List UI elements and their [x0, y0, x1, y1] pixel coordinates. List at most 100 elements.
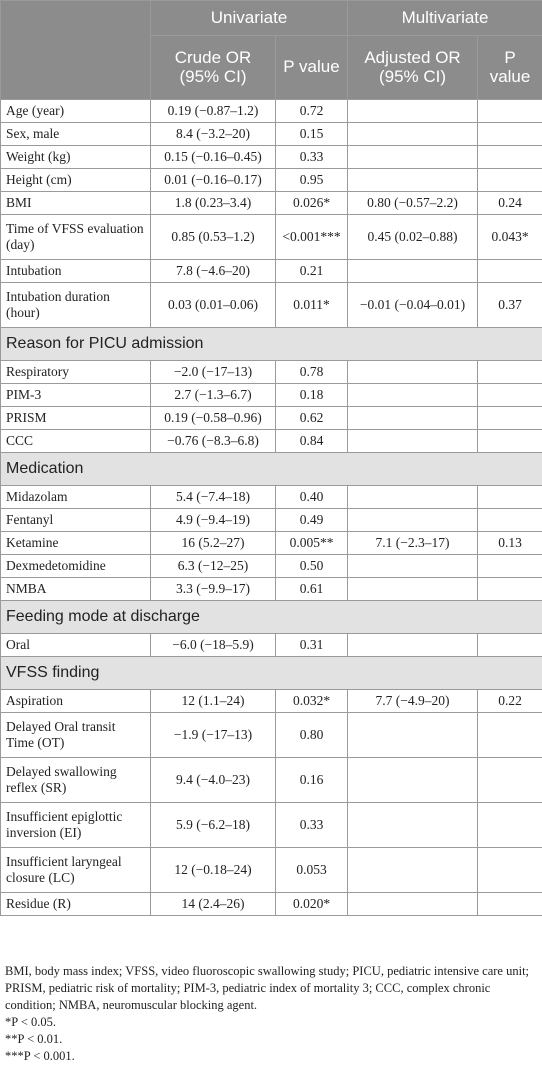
crude-or-cell: 5.9 (−6.2–18) [150, 802, 276, 848]
table-row-swallowing-reflex: Delayed swallowing reflex (SR) 9.4 (−4.0… [0, 757, 542, 803]
p-value-cell: 0.053 [274, 847, 349, 893]
adjusted-or-cell: 0.80 (−0.57–2.2) [347, 191, 479, 215]
table-row-nmba: NMBA 3.3 (−9.9–17) 0.61 [0, 577, 542, 601]
regression-table: Univariate Multivariate Crude OR (95% CI… [0, 0, 542, 916]
crude-or-cell: 0.85 (0.53–1.2) [150, 214, 276, 260]
section-row-picu: Reason for PICU admission [0, 327, 542, 361]
crude-or-cell: 8.4 (−3.2–20) [150, 122, 276, 146]
significance-note-p05: *P < 0.05. [5, 1015, 57, 1029]
adjusted-p-cell [477, 757, 542, 803]
p-value-cell: 0.18 [274, 383, 349, 407]
adjusted-or-cell [347, 485, 479, 509]
adjusted-or-cell [347, 259, 479, 283]
row-label: Insufficient laryngeal closure (LC) [0, 847, 151, 893]
table-row-sex: Sex, male 8.4 (−3.2–20) 0.15 [0, 122, 542, 146]
table-row-laryngeal-closure: Insufficient laryngeal closure (LC) 12 (… [0, 847, 542, 893]
row-label: Ketamine [0, 531, 151, 555]
p-value-cell: 0.72 [274, 99, 349, 123]
table-row-fentanyl: Fentanyl 4.9 (−9.4–19) 0.49 [0, 508, 542, 532]
section-row-feeding: Feeding mode at discharge [0, 600, 542, 634]
adjusted-or-cell [347, 360, 479, 384]
p-value-cell: 0.95 [274, 168, 349, 192]
row-label: Dexmedetomidine [0, 554, 151, 578]
table-row-oral: Oral −6.0 (−18–5.9) 0.31 [0, 633, 542, 657]
adjusted-p-cell [477, 802, 542, 848]
adjusted-p-cell [477, 383, 542, 407]
crude-or-cell: 16 (5.2–27) [150, 531, 276, 555]
section-row-medication: Medication [0, 452, 542, 486]
adjusted-p-cell: 0.37 [477, 282, 542, 328]
p-value-cell: 0.032* [274, 689, 349, 713]
table-row-prism: PRISM 0.19 (−0.58–0.96) 0.62 [0, 406, 542, 430]
p-value-cell: 0.40 [274, 485, 349, 509]
adjusted-p-cell [477, 508, 542, 532]
table-row-epiglottic-inversion: Insufficient epiglottic inversion (EI) 5… [0, 802, 542, 848]
adjusted-or-cell: −0.01 (−0.04–0.01) [347, 282, 479, 328]
crude-or-cell: 0.03 (0.01–0.06) [150, 282, 276, 328]
adjusted-p-cell [477, 847, 542, 893]
table-row-age: Age (year) 0.19 (−0.87–1.2) 0.72 [0, 99, 542, 123]
adjusted-p-cell: 0.22 [477, 689, 542, 713]
header-adjusted-or: Adjusted OR (95% CI) [347, 35, 479, 100]
crude-or-cell: 0.15 (−0.16–0.45) [150, 145, 276, 169]
crude-or-cell: 14 (2.4–26) [150, 892, 276, 916]
header-blank-cell [0, 0, 151, 100]
adjusted-p-cell [477, 712, 542, 758]
adjusted-p-cell [477, 633, 542, 657]
crude-or-cell: 0.19 (−0.58–0.96) [150, 406, 276, 430]
section-heading: Medication [0, 452, 542, 486]
crude-or-cell: 1.8 (0.23–3.4) [150, 191, 276, 215]
adjusted-or-cell [347, 383, 479, 407]
row-label: Midazolam [0, 485, 151, 509]
adjusted-or-cell [347, 802, 479, 848]
table-row-aspiration: Aspiration 12 (1.1–24) 0.032* 7.7 (−4.9–… [0, 689, 542, 713]
adjusted-or-cell [347, 406, 479, 430]
row-label: Height (cm) [0, 168, 151, 192]
p-value-cell: 0.16 [274, 757, 349, 803]
table-row-residue: Residue (R) 14 (2.4–26) 0.020* [0, 892, 542, 916]
adjusted-or-cell [347, 847, 479, 893]
row-label: Intubation [0, 259, 151, 283]
adjusted-or-cell [347, 554, 479, 578]
row-label: Residue (R) [0, 892, 151, 916]
table-row-pim3: PIM-3 2.7 (−1.3–6.7) 0.18 [0, 383, 542, 407]
adjusted-p-cell [477, 145, 542, 169]
table-row-ketamine: Ketamine 16 (5.2–27) 0.005** 7.1 (−2.3–1… [0, 531, 542, 555]
table-row-bmi: BMI 1.8 (0.23–3.4) 0.026* 0.80 (−0.57–2.… [0, 191, 542, 215]
row-label: PRISM [0, 406, 151, 430]
table-row-vfss-time: Time of VFSS evaluation (day) 0.85 (0.53… [0, 214, 542, 260]
row-label: Age (year) [0, 99, 151, 123]
crude-or-cell: −0.76 (−8.3–6.8) [150, 429, 276, 453]
p-value-cell: 0.005** [274, 531, 349, 555]
adjusted-p-cell: 0.043* [477, 214, 542, 260]
p-value-cell: 0.33 [274, 802, 349, 848]
adjusted-or-cell [347, 712, 479, 758]
adjusted-or-cell [347, 892, 479, 916]
adjusted-or-cell: 7.1 (−2.3–17) [347, 531, 479, 555]
header-univariate: Univariate [149, 0, 349, 36]
table-row-height: Height (cm) 0.01 (−0.16–0.17) 0.95 [0, 168, 542, 192]
adjusted-p-cell [477, 429, 542, 453]
header-p-value-multivariate: P value [477, 35, 542, 100]
header-p-value-univariate: P value [274, 35, 349, 100]
adjusted-or-cell [347, 168, 479, 192]
adjusted-or-cell [347, 757, 479, 803]
adjusted-p-cell [477, 892, 542, 916]
p-value-cell: 0.80 [274, 712, 349, 758]
row-label: Fentanyl [0, 508, 151, 532]
header-multivariate: Multivariate [347, 0, 542, 36]
p-value-cell: 0.78 [274, 360, 349, 384]
p-value-cell: 0.15 [274, 122, 349, 146]
adjusted-or-cell: 7.7 (−4.9–20) [347, 689, 479, 713]
crude-or-cell: 2.7 (−1.3–6.7) [150, 383, 276, 407]
p-value-cell: 0.62 [274, 406, 349, 430]
crude-or-cell: 0.01 (−0.16–0.17) [150, 168, 276, 192]
table-footnotes: BMI, body mass index; VFSS, video fluoro… [5, 963, 539, 1065]
adjusted-p-cell [477, 577, 542, 601]
adjusted-p-cell: 0.24 [477, 191, 542, 215]
row-label: Weight (kg) [0, 145, 151, 169]
table-row-dexmedetomidine: Dexmedetomidine 6.3 (−12–25) 0.50 [0, 554, 542, 578]
p-value-cell: <0.001*** [274, 214, 349, 260]
row-label: Intubation duration (hour) [0, 282, 151, 328]
table-header: Univariate Multivariate Crude OR (95% CI… [0, 0, 542, 100]
